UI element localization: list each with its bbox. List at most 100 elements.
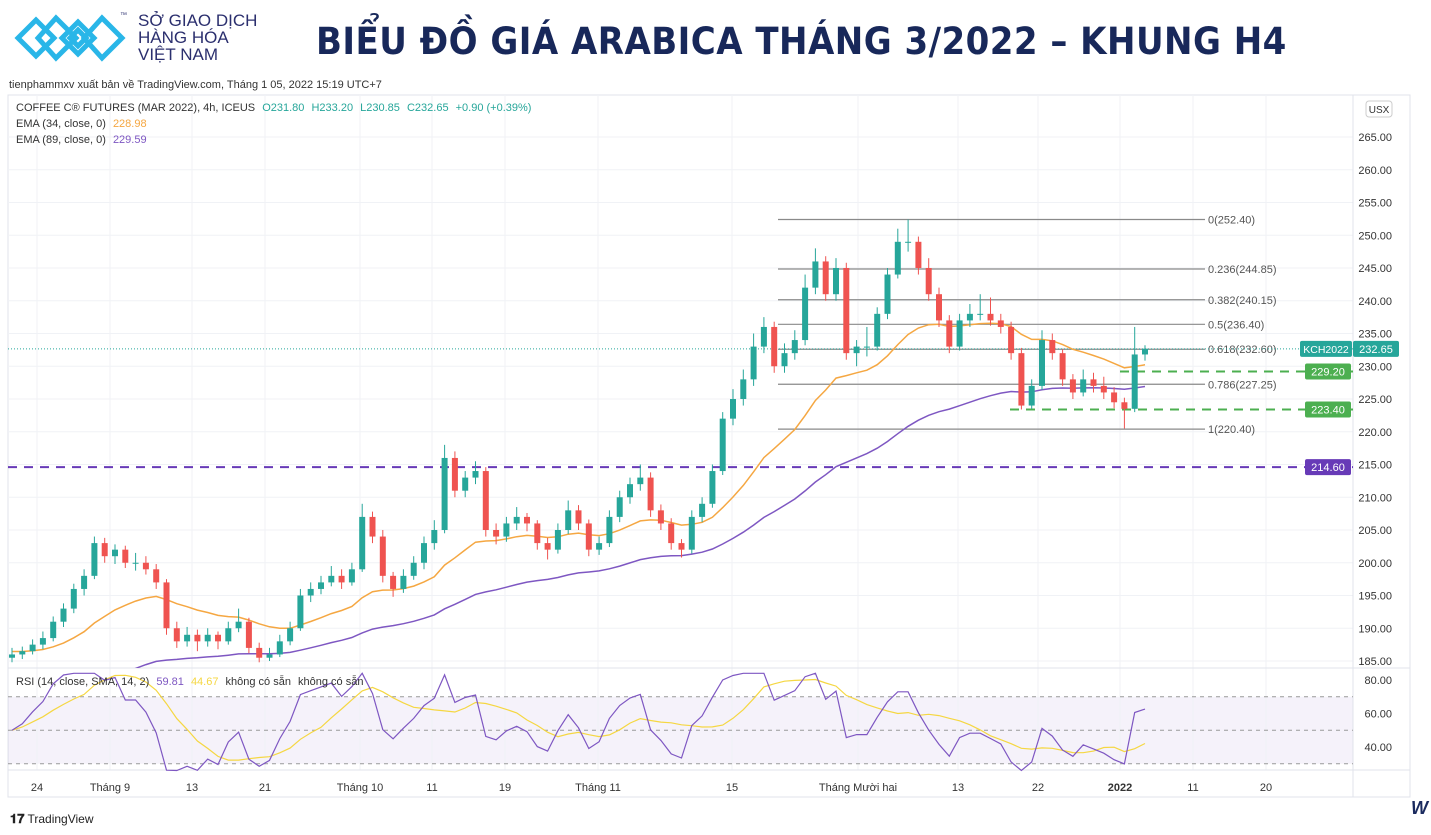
price-tag-label: 229.20 <box>1311 366 1345 378</box>
symbol-tag <box>1300 340 1352 357</box>
candle-body <box>493 530 500 537</box>
logo <box>14 8 134 68</box>
rsi-sma-line <box>11 674 1146 761</box>
y-tick-label: 245.00 <box>1358 263 1392 275</box>
candle-body <box>966 313 973 321</box>
candle-body <box>987 313 994 321</box>
candle-body <box>905 241 912 243</box>
candle-body <box>1090 379 1097 386</box>
candle-body <box>1111 392 1118 403</box>
candle-body <box>668 523 675 544</box>
logo-line: VIỆT NAM <box>138 45 218 64</box>
x-tick-label: 13 <box>186 782 198 794</box>
price-pane <box>9 219 1148 668</box>
candle-body <box>647 477 654 511</box>
rsi-label: RSI (14, close, SMA, 14, 2) <box>16 676 150 688</box>
ema34-label: EMA (34, close, 0) <box>16 118 106 130</box>
fib-label: 0.786(227.25) <box>1208 379 1277 391</box>
fib-label: 1(220.40) <box>1208 424 1255 436</box>
y-tick-label: 265.00 <box>1358 132 1392 144</box>
currency-badge <box>1365 100 1393 118</box>
y-tick-label: 200.00 <box>1358 558 1392 570</box>
candle-body <box>307 588 314 596</box>
candle-body <box>184 634 191 642</box>
candle-body <box>997 320 1004 327</box>
candle-body <box>441 457 448 530</box>
candle-body <box>19 651 26 655</box>
high-value: H233.20 <box>311 102 354 114</box>
candle-body <box>112 549 118 557</box>
candle-body <box>410 562 417 576</box>
candle-body <box>1069 379 1076 393</box>
ema89-value: 229.59 <box>112 134 147 146</box>
candle-body <box>1028 385 1035 406</box>
page-title: BIỂU ĐỒ GIÁ ARABICA THÁNG 3/2022 – KHUNG… <box>316 20 1287 63</box>
candle-body <box>730 399 736 419</box>
tradingview-logo[interactable]: 𝟏𝟕 TradingView <box>10 811 94 827</box>
candle-body <box>318 582 324 589</box>
candle-body <box>791 340 798 354</box>
candle-body <box>884 274 891 314</box>
corner-mark: W <box>1411 798 1428 818</box>
candle-body <box>142 562 149 570</box>
candle-body <box>833 268 839 295</box>
candle-body <box>874 313 881 347</box>
price-tag-label: 223.40 <box>1311 404 1345 416</box>
candle-body <box>750 346 757 380</box>
rsi-na: không có sẵn <box>225 676 291 688</box>
candle-body <box>328 575 335 583</box>
candle-body <box>245 621 252 648</box>
candle-body <box>153 569 160 583</box>
y-tick-label: 190.00 <box>1358 623 1392 635</box>
y-tick-label: 260.00 <box>1358 165 1392 177</box>
candle-body <box>1131 354 1138 409</box>
candle-body <box>287 628 294 642</box>
rsi-tick-label: 80.00 <box>1364 675 1392 687</box>
last-price-label: 232.65 <box>1359 344 1393 356</box>
logo-line: HÀNG HÓA <box>138 28 229 47</box>
candle-body <box>627 484 633 498</box>
candle-body <box>688 516 695 550</box>
candle-body <box>50 621 57 639</box>
y-tick-label: 195.00 <box>1358 591 1392 603</box>
price-tag <box>1305 401 1351 418</box>
price-tag-label: 214.60 <box>1311 462 1345 474</box>
candle-body <box>534 523 541 544</box>
fib-label: 0(252.40) <box>1208 215 1255 227</box>
x-tick-label: 11 <box>426 782 437 794</box>
currency-label: USX <box>1369 105 1390 116</box>
candle-body <box>1039 340 1045 386</box>
candle-body <box>390 575 397 589</box>
candle-body <box>503 523 510 537</box>
candle-body <box>678 543 685 550</box>
y-tick-label: 185.00 <box>1358 656 1392 668</box>
candle-body <box>575 510 582 524</box>
low-value: L230.85 <box>360 102 400 114</box>
candle-body <box>977 313 984 315</box>
candle-body <box>1018 353 1025 406</box>
y-tick-label: 225.00 <box>1358 394 1392 406</box>
candle-body <box>719 418 726 472</box>
candle-body <box>616 497 623 517</box>
candle-body <box>431 530 438 544</box>
candle-body <box>863 346 870 348</box>
rsi-sma-value: 44.67 <box>190 676 219 688</box>
x-tick-label: 2022 <box>1108 782 1132 794</box>
candle-body <box>606 516 613 544</box>
candle-body <box>596 543 603 550</box>
y-tick-label: 250.00 <box>1358 230 1392 242</box>
y-tick-label: 255.00 <box>1358 198 1392 210</box>
y-tick-label: 235.00 <box>1358 329 1392 341</box>
fib-label: 0.618(232.60) <box>1208 344 1277 356</box>
candle-body <box>1059 353 1066 380</box>
fib-label: 0.5(236.40) <box>1208 319 1264 331</box>
x-tick-label: 19 <box>499 782 511 794</box>
x-tick-label: 24 <box>31 782 43 794</box>
x-tick-label: Tháng Mười hai <box>819 782 897 794</box>
publish-info: tienphammxv xuất bản về TradingView.com,… <box>9 79 382 91</box>
x-tick-label: Tháng 9 <box>90 782 130 794</box>
ema34-line <box>12 322 1146 653</box>
candle-body <box>256 647 263 658</box>
candle-body <box>554 530 561 550</box>
